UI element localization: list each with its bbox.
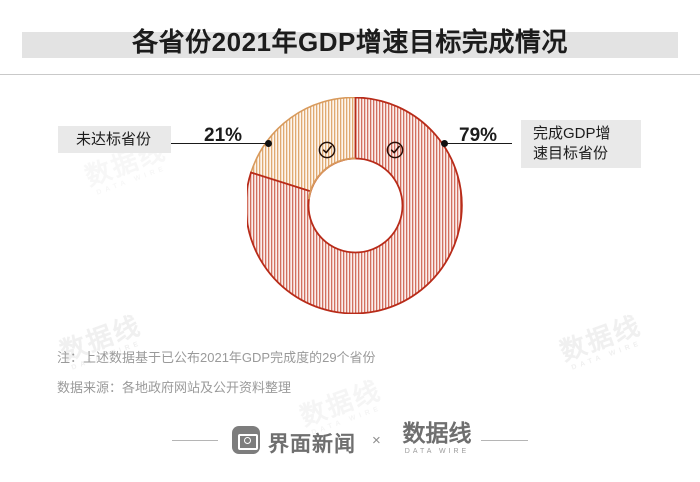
page-title: 各省份2021年GDP增速目标完成情况 [132,27,568,57]
donut-svg [247,97,463,314]
check-circle-icon [386,141,404,159]
donut-chart [247,97,464,314]
leader-line-right [444,143,512,144]
callout-band-left [58,126,171,153]
footer-partner-name: 数据线 [402,420,472,446]
callout-band-right [521,120,641,168]
footer-divider-left [172,440,218,441]
footer-partner-subtitle: DATA WIRE [404,448,470,455]
footer-divider-right [481,440,528,441]
footer-separator: × [372,432,381,449]
footer-partner: 数据线 DATA WIRE [394,420,480,457]
donut-hole-orange-arc [307,157,356,200]
leader-dot-right [441,140,448,147]
category-label-met-line2: 速目标省份 [533,145,609,162]
jiemian-logo-icon [232,426,260,454]
note-line-1: 注：上述数据基于已公布2021年GDP完成度的29个省份 [57,350,376,365]
leader-line-left [152,143,268,144]
percent-label-met: 79% [459,125,498,146]
category-label-met-line1: 完成GDP增 [533,125,611,142]
note-line-2: 数据来源：各地政府网站及公开资料整理 [57,380,292,395]
check-circle-icon [318,141,336,159]
leader-dot-left [265,140,272,147]
footer-brand: 界面新闻 [268,433,356,456]
category-label-unmet: 未达标省份 [76,131,152,148]
percent-label-unmet: 21% [204,125,243,146]
header-divider [0,74,700,75]
watermark: 数据线 DATA WIRE [556,310,648,374]
title-band [22,32,678,58]
